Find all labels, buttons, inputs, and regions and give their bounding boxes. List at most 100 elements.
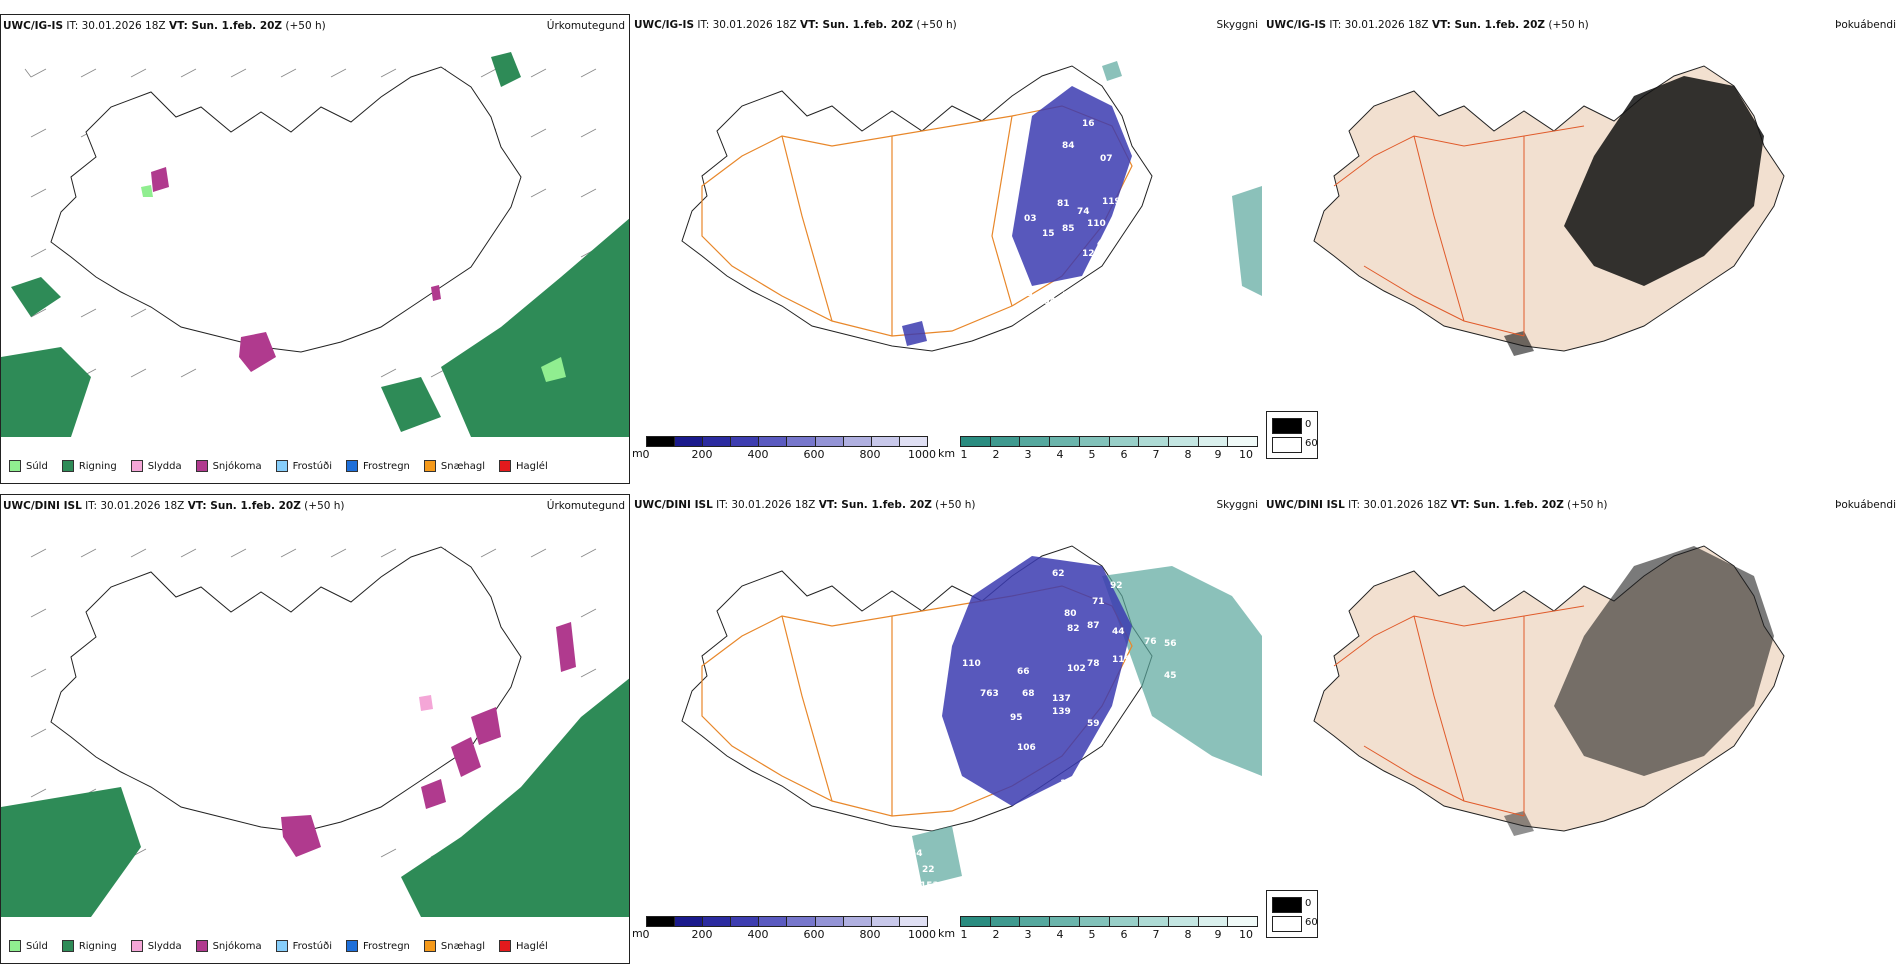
panel-header: UWC/IG-IS IT: 30.01.2026 18Z VT: Sun. 1.… xyxy=(1264,19,1900,35)
legend-item: Haglél xyxy=(499,460,548,472)
colorbar-unit: m xyxy=(632,927,643,940)
cloud-label: 110 xyxy=(962,659,981,669)
legend-label: Frostregn xyxy=(363,460,410,472)
cloud-label: 69 xyxy=(1117,741,1130,751)
model-name: UWC/IG-IS xyxy=(3,20,64,32)
colorbar-tick: 2 xyxy=(992,928,1000,941)
colorbar-tick: 400 xyxy=(747,928,769,941)
legend-item: Snæhagl xyxy=(423,940,485,952)
legend-label: Rigning xyxy=(78,940,117,952)
fog-map xyxy=(1313,545,1785,836)
lead-time: (+50 h) xyxy=(285,20,326,32)
legend-swatch xyxy=(346,460,358,472)
valid-time: VT: Sun. 1.feb. 20Z xyxy=(1450,499,1564,511)
colorbar-tick: 800 xyxy=(859,928,881,941)
legend-label: Súld xyxy=(26,460,48,472)
cloud-label: 97 xyxy=(1034,329,1047,339)
cloud-label: 81 xyxy=(1057,199,1070,209)
legend-swatch xyxy=(9,940,21,952)
lead-time: (+50 h) xyxy=(304,500,345,512)
legend-label: Frostregn xyxy=(363,940,410,952)
cloud-label: 78 xyxy=(1087,659,1100,669)
colorbar-tick: 9 xyxy=(1214,448,1222,461)
cloud-label: 119 xyxy=(1102,197,1121,207)
snow-areas xyxy=(281,622,576,857)
cloud-base-areas xyxy=(902,86,1132,346)
cloud-label: 44 xyxy=(1112,627,1125,637)
panel-header: UWC/DINI ISL IT: 30.01.2026 18Z VT: Sun.… xyxy=(632,499,1262,515)
colorbar-tick: 7 xyxy=(1152,448,1160,461)
cloud-labels: 16 84 07 81 74 119 03 15 85 110 12 42 10… xyxy=(904,119,1121,409)
fog-key-swatch xyxy=(1272,437,1302,453)
lead-time: (+50 h) xyxy=(916,19,957,31)
fog-areas xyxy=(1504,76,1764,356)
low-vis-areas xyxy=(912,566,1262,886)
legend-item: Frostregn xyxy=(346,460,410,472)
colorbar-tick: 8 xyxy=(1184,928,1192,941)
iceland-outline xyxy=(50,66,522,353)
cloud-label: 42 xyxy=(1097,239,1110,249)
cloud-label: 102 xyxy=(1067,664,1086,674)
legend-swatch xyxy=(499,460,512,472)
cloud-label: 68 xyxy=(1022,689,1035,699)
fog-key-row1: 0 60 xyxy=(1266,411,1318,459)
init-time: IT: 30.01.2026 18Z xyxy=(1329,19,1429,31)
cloud-label: 81 xyxy=(904,399,917,409)
precip-legend: Súld Rigning Slydda Snjókoma Frostúði Fr… xyxy=(3,935,548,957)
fog-key-swatch xyxy=(1272,916,1302,932)
colorbar-tick: 200 xyxy=(691,448,713,461)
legend-swatch xyxy=(61,940,74,952)
fog-key-row2: 0 60 xyxy=(1266,890,1318,938)
cloud-label: 62 xyxy=(1052,569,1065,579)
init-time: IT: 30.01.2026 18Z xyxy=(1348,499,1448,511)
cloud-label: 136 xyxy=(1094,777,1113,787)
legend-swatch xyxy=(130,460,143,472)
cloud-label: 763 xyxy=(980,689,999,699)
init-time: IT: 30.01.2026 18Z xyxy=(716,499,816,511)
legend-item: Súld xyxy=(9,460,48,472)
legend-item: Frostúði xyxy=(275,460,332,472)
colorbar-swatches xyxy=(960,436,1258,447)
precip-map xyxy=(1,546,629,917)
visibility-colorbar: km 1 2 3 4 5 6 7 8 9 10 xyxy=(938,916,1258,946)
colorbar-tick: 600 xyxy=(803,928,825,941)
fog-areas xyxy=(1504,546,1774,836)
legend-item: Frostúði xyxy=(275,940,332,952)
cloud-label: 87 xyxy=(1087,621,1100,631)
legend-item: Rigning xyxy=(61,460,117,472)
colorbar-tick: 200 xyxy=(691,928,713,941)
colorbar-tick: 10 xyxy=(1239,448,1253,461)
colorbar-tick: 1 xyxy=(960,928,968,941)
legend-item: Súld xyxy=(9,940,48,952)
cloud-label: 137 xyxy=(1052,694,1071,704)
legend-item: Rigning xyxy=(61,940,117,952)
fog-panel-row1: UWC/IG-IS IT: 30.01.2026 18Z VT: Sun. 1.… xyxy=(1264,14,1900,484)
cloud-panel-row2: UWC/DINI ISL IT: 30.01.2026 18Z VT: Sun.… xyxy=(632,494,1262,964)
colorbar-tick: 800 xyxy=(859,448,881,461)
legend-swatch xyxy=(275,940,288,952)
cloud-label: 54 xyxy=(910,849,923,859)
legend-swatch xyxy=(61,460,74,472)
precip-panel-row1: UWC/IG-IS IT: 30.01.2026 18Z VT: Sun. 1.… xyxy=(0,14,630,484)
fog-key-label: 0 xyxy=(1305,419,1312,430)
cloud-label: 92 xyxy=(1110,581,1123,591)
cloud-label: 129 xyxy=(1060,779,1079,789)
panel-header: UWC/DINI ISL IT: 30.01.2026 18Z VT: Sun.… xyxy=(1264,499,1900,515)
valid-time: VT: Sun. 1.feb. 20Z xyxy=(168,20,283,32)
legend-swatch xyxy=(423,940,436,952)
panel-title: Úrkomutegund xyxy=(546,20,625,32)
legend-swatch xyxy=(130,940,143,952)
colorbar-tick: 5 xyxy=(1088,928,1096,941)
legend-item: Slydda xyxy=(130,940,182,952)
legend-label: Slydda xyxy=(147,460,182,472)
colorbar-unit: km xyxy=(938,927,956,940)
cloud-label: 74 xyxy=(1077,207,1090,217)
colorbar-tick: 1000 xyxy=(908,448,936,461)
cloud-labels: 62 92 71 80 87 82 44 76 56 110 66 102 78… xyxy=(910,569,1177,891)
panel-title: Skyggni xyxy=(1216,19,1259,31)
model-name: UWC/DINI ISL xyxy=(3,500,82,512)
snow-areas xyxy=(151,167,441,372)
panel-header: UWC/DINI ISL IT: 30.01.2026 18Z VT: Sun.… xyxy=(1,500,629,516)
legend-label: Slydda xyxy=(147,940,182,952)
cloud-label: 104 xyxy=(1037,297,1056,307)
